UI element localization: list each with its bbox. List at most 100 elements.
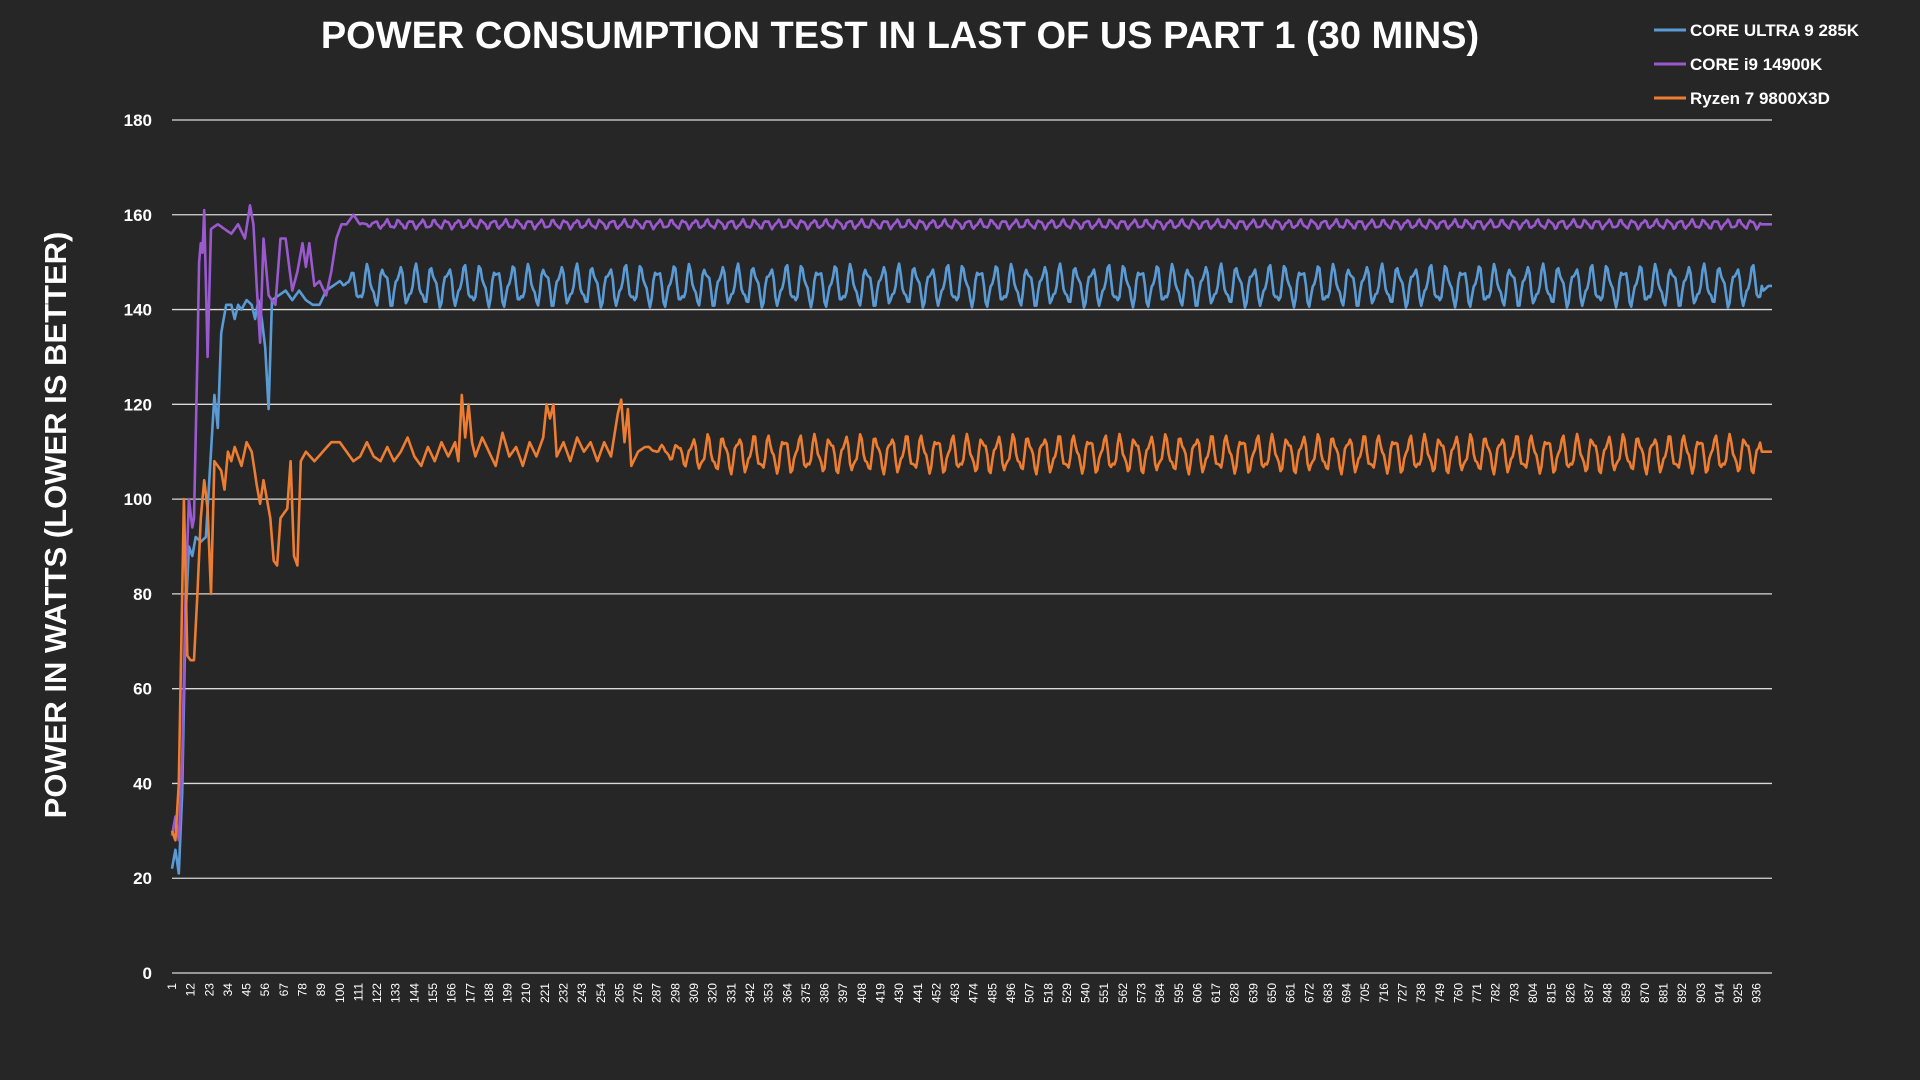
x-tick-label: 738 (1414, 983, 1428, 1003)
y-axis-label: POWER IN WATTS (LOWER IS BETTER) (38, 232, 73, 819)
x-tick-label: 265 (612, 983, 626, 1003)
x-tick-label: 320 (706, 983, 720, 1003)
x-tick-label: 606 (1190, 983, 1204, 1003)
y-tick-label: 20 (133, 869, 152, 888)
x-tick-label: 188 (482, 983, 496, 1003)
x-tick-label: 628 (1228, 983, 1242, 1003)
x-tick-label: 331 (724, 983, 738, 1003)
x-tick-label: 408 (855, 983, 869, 1003)
x-tick-label: 254 (594, 983, 608, 1003)
x-tick-label: 551 (1097, 983, 1111, 1003)
x-tick-label: 287 (650, 983, 664, 1003)
x-tick-label: 111 (351, 983, 365, 1002)
x-tick-label: 705 (1358, 983, 1372, 1003)
x-tick-label: 573 (1134, 983, 1148, 1003)
legend-label: Ryzen 7 9800X3D (1690, 89, 1830, 108)
x-tick-label: 815 (1545, 983, 1559, 1003)
x-tick-label: 617 (1209, 983, 1223, 1003)
x-tick-label: 45 (240, 983, 254, 997)
x-tick-label: 89 (314, 983, 328, 997)
y-tick-label: 60 (133, 680, 152, 699)
x-tick-label: 1 (165, 983, 179, 990)
x-tick-label: 837 (1582, 983, 1596, 1003)
x-tick-label: 936 (1750, 983, 1764, 1003)
x-tick-label: 177 (463, 983, 477, 1003)
x-tick-label: 793 (1507, 983, 1521, 1003)
x-tick-label: 199 (501, 983, 515, 1003)
y-tick-label: 160 (124, 206, 152, 225)
chart-title: POWER CONSUMPTION TEST IN LAST OF US PAR… (321, 15, 1479, 57)
x-tick-label: 683 (1321, 983, 1335, 1003)
x-tick-label: 100 (333, 983, 347, 1003)
x-tick-labels: 1 12 23 34 45 56 67 78 89 100 111 122 133 144 155 166 17… (165, 983, 1764, 1003)
x-tick-label: 881 (1657, 983, 1671, 1003)
x-tick-label: 78 (296, 983, 310, 997)
series-lines (170, 204, 1772, 875)
x-tick-label: 386 (818, 983, 832, 1003)
x-tick-label: 375 (799, 983, 813, 1003)
x-tick-label: 661 (1284, 983, 1298, 1003)
x-tick-label: 276 (631, 983, 645, 1003)
x-tick-label: 826 (1563, 983, 1577, 1003)
y-tick-label: 100 (124, 490, 152, 509)
x-tick-label: 716 (1377, 983, 1391, 1003)
x-tick-label: 397 (836, 983, 850, 1003)
x-tick-label: 122 (370, 983, 384, 1003)
x-tick-label: 892 (1675, 983, 1689, 1003)
x-tick-label: 562 (1116, 983, 1130, 1003)
y-tick-label: 140 (124, 301, 152, 320)
x-tick-label: 485 (985, 983, 999, 1003)
x-tick-label: 23 (202, 983, 216, 997)
x-tick-label: 56 (258, 983, 272, 997)
x-tick-label: 353 (762, 983, 776, 1003)
y-tick-label: 40 (133, 774, 152, 793)
x-tick-label: 133 (389, 983, 403, 1003)
x-tick-label: 650 (1265, 983, 1279, 1003)
x-tick-label: 782 (1489, 983, 1503, 1003)
x-tick-label: 144 (407, 983, 421, 1003)
x-tick-label: 452 (929, 983, 943, 1003)
y-tick-label: 120 (124, 395, 152, 414)
x-tick-label: 342 (743, 983, 757, 1003)
x-tick-label: 903 (1694, 983, 1708, 1003)
y-tick-label: 80 (133, 585, 152, 604)
x-tick-label: 364 (780, 983, 794, 1003)
x-tick-label: 540 (1079, 983, 1093, 1003)
x-tick-label: 694 (1340, 983, 1354, 1003)
x-tick-label: 298 (668, 983, 682, 1003)
legend: CORE ULTRA 9 285K CORE i9 14900K Ryzen 7 9… (1654, 21, 1860, 108)
series-line-1 (170, 262, 1772, 875)
x-tick-label: 474 (967, 983, 981, 1003)
x-tick-label: 749 (1433, 983, 1447, 1003)
x-tick-label: 419 (873, 983, 887, 1003)
legend-label: CORE ULTRA 9 285K (1690, 21, 1860, 40)
x-tick-label: 925 (1731, 983, 1745, 1003)
x-tick-label: 760 (1451, 983, 1465, 1003)
x-tick-label: 672 (1302, 983, 1316, 1003)
x-tick-label: 595 (1172, 983, 1186, 1003)
legend-label: CORE i9 14900K (1690, 55, 1823, 74)
x-tick-label: 210 (519, 983, 533, 1003)
y-tick-labels: 0 20 40 60 80 100 120 140 160 180 (124, 111, 152, 983)
x-tick-label: 859 (1619, 983, 1633, 1003)
series-line-3 (170, 393, 1772, 842)
x-tick-label: 496 (1004, 983, 1018, 1003)
x-tick-label: 639 (1246, 983, 1260, 1003)
x-tick-label: 12 (184, 983, 198, 997)
x-tick-label: 463 (948, 983, 962, 1003)
x-tick-label: 771 (1470, 983, 1484, 1003)
x-tick-label: 584 (1153, 983, 1167, 1003)
x-tick-label: 914 (1712, 983, 1726, 1003)
y-tick-label: 180 (124, 111, 152, 130)
x-tick-label: 67 (277, 983, 291, 997)
x-tick-label: 870 (1638, 983, 1652, 1003)
x-tick-label: 430 (892, 983, 906, 1003)
x-tick-label: 232 (557, 983, 571, 1003)
y-tick-label: 0 (143, 964, 152, 983)
x-tick-label: 243 (575, 983, 589, 1003)
x-tick-label: 804 (1526, 983, 1540, 1003)
x-tick-label: 309 (687, 983, 701, 1003)
x-tick-label: 441 (911, 983, 925, 1003)
